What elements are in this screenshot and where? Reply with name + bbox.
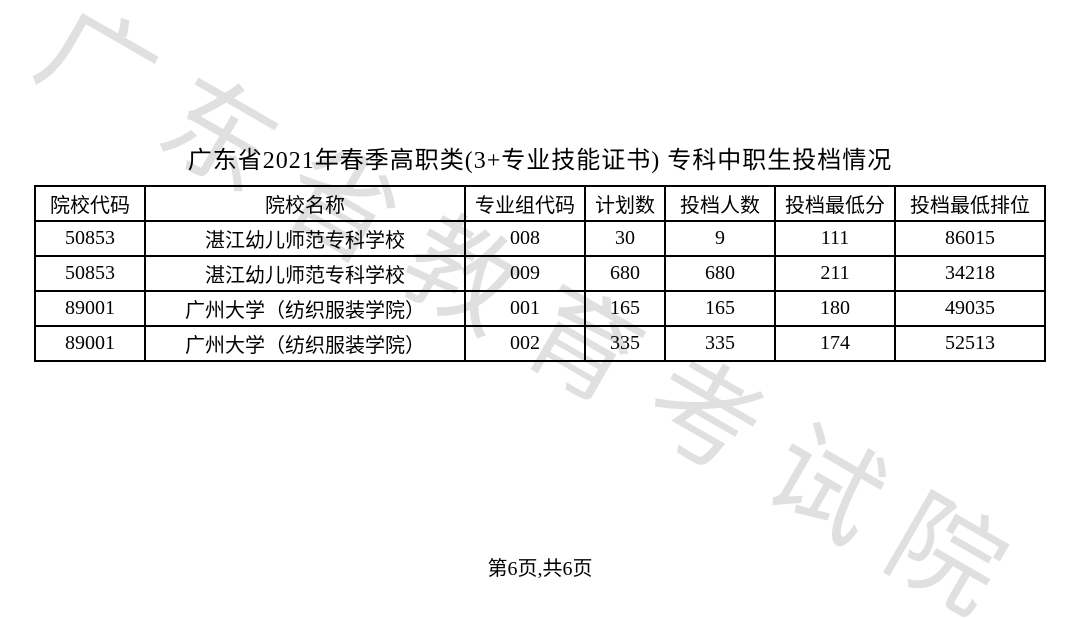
- cell: 9: [665, 221, 775, 256]
- cell: 30: [585, 221, 665, 256]
- col-header: 计划数: [585, 186, 665, 221]
- table-row: 50853 湛江幼儿师范专科学校 008 30 9 111 86015: [35, 221, 1045, 256]
- cell: 001: [465, 291, 585, 326]
- cell: 86015: [895, 221, 1045, 256]
- table-row: 89001 广州大学（纺织服装学院） 001 165 165 180 49035: [35, 291, 1045, 326]
- data-table: 院校代码 院校名称 专业组代码 计划数 投档人数 投档最低分 投档最低排位 50…: [34, 185, 1046, 362]
- cell: 002: [465, 326, 585, 361]
- table-header-row: 院校代码 院校名称 专业组代码 计划数 投档人数 投档最低分 投档最低排位: [35, 186, 1045, 221]
- cell: 680: [585, 256, 665, 291]
- cell: 680: [665, 256, 775, 291]
- cell: 211: [775, 256, 895, 291]
- cell: 008: [465, 221, 585, 256]
- cell: 009: [465, 256, 585, 291]
- table-row: 89001 广州大学（纺织服装学院） 002 335 335 174 52513: [35, 326, 1045, 361]
- cell: 111: [775, 221, 895, 256]
- cell: 广州大学（纺织服装学院）: [145, 326, 465, 361]
- cell: 广州大学（纺织服装学院）: [145, 291, 465, 326]
- col-header: 专业组代码: [465, 186, 585, 221]
- cell: 50853: [35, 221, 145, 256]
- col-header: 投档最低排位: [895, 186, 1045, 221]
- page-footer: 第6页,共6页: [0, 552, 1080, 581]
- cell: 165: [585, 291, 665, 326]
- col-header: 投档人数: [665, 186, 775, 221]
- cell: 180: [775, 291, 895, 326]
- cell: 335: [585, 326, 665, 361]
- page-title: 广东省2021年春季高职类(3+专业技能证书) 专科中职生投档情况: [0, 140, 1080, 175]
- cell: 52513: [895, 326, 1045, 361]
- cell: 49035: [895, 291, 1045, 326]
- col-header: 投档最低分: [775, 186, 895, 221]
- col-header: 院校名称: [145, 186, 465, 221]
- cell: 165: [665, 291, 775, 326]
- document-page: 广东省教育考试院 广东省2021年春季高职类(3+专业技能证书) 专科中职生投档…: [0, 0, 1080, 618]
- cell: 335: [665, 326, 775, 361]
- cell: 89001: [35, 326, 145, 361]
- cell: 50853: [35, 256, 145, 291]
- table-row: 50853 湛江幼儿师范专科学校 009 680 680 211 34218: [35, 256, 1045, 291]
- cell: 174: [775, 326, 895, 361]
- cell: 湛江幼儿师范专科学校: [145, 256, 465, 291]
- cell: 湛江幼儿师范专科学校: [145, 221, 465, 256]
- cell: 89001: [35, 291, 145, 326]
- cell: 34218: [895, 256, 1045, 291]
- col-header: 院校代码: [35, 186, 145, 221]
